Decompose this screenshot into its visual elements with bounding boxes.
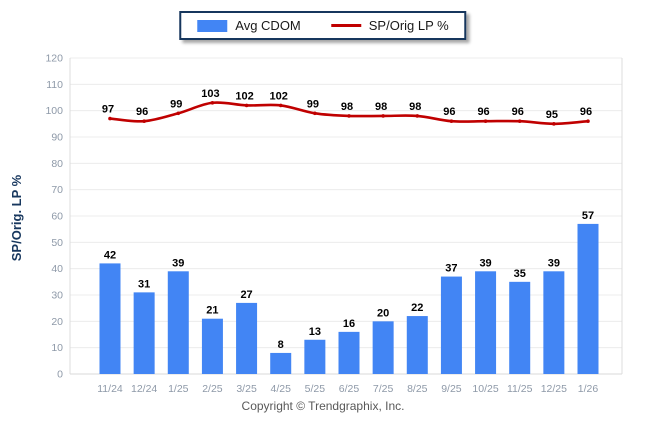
bar (304, 339, 326, 374)
x-tick-label: 6/25 (339, 383, 360, 395)
x-tick-label: 12/24 (131, 383, 157, 395)
bar (372, 321, 394, 374)
bar-value-label: 37 (445, 263, 457, 275)
line-value-label: 98 (409, 101, 421, 113)
x-tick-label: 4/25 (270, 383, 291, 395)
line-point (449, 119, 454, 123)
legend: Avg CDOM SP/Orig LP % (179, 11, 467, 40)
bar (133, 292, 155, 374)
bar-value-label: 13 (309, 326, 321, 338)
bar (509, 281, 531, 374)
bar (338, 331, 360, 374)
bar-value-label: 31 (138, 278, 150, 290)
bar (543, 271, 565, 374)
y-tick-label: 110 (46, 79, 63, 91)
y-tick-label: 100 (45, 105, 63, 117)
x-tick-label: 1/25 (168, 383, 189, 395)
x-tick-label: 9/25 (441, 383, 462, 395)
line-point (415, 114, 420, 118)
legend-bar-label: Avg CDOM (235, 18, 301, 33)
line-value-label: 97 (102, 104, 114, 116)
line-value-label: 99 (307, 98, 319, 110)
y-axis-title: SP/Orig. LP % (9, 174, 24, 262)
x-tick-label: 2/25 (202, 383, 223, 395)
bar-value-label: 57 (582, 210, 594, 222)
bar-value-label: 16 (343, 318, 355, 330)
bar-value-label: 22 (411, 302, 423, 314)
legend-bar-swatch-icon (197, 19, 228, 32)
y-tick-label: 80 (51, 158, 63, 170)
bar (236, 302, 258, 374)
bar-value-label: 35 (514, 268, 526, 280)
y-tick-label: 60 (51, 211, 63, 223)
line-value-label: 96 (443, 106, 455, 118)
bar-value-label: 39 (548, 257, 560, 269)
line-point (483, 119, 488, 123)
y-tick-label: 90 (51, 132, 63, 144)
line-value-label: 95 (546, 109, 558, 121)
line-value-label: 99 (170, 98, 182, 110)
legend-line-label: SP/Orig LP % (368, 18, 449, 33)
y-tick-label: 40 (51, 263, 63, 275)
x-tick-label: 12/25 (541, 383, 567, 395)
bar-value-label: 39 (479, 257, 491, 269)
footer-copyright: Copyright © Trendgraphix, Inc. (241, 399, 405, 413)
line-point (108, 116, 112, 121)
bar-value-label: 8 (278, 339, 284, 351)
bar (440, 276, 462, 374)
line-point (176, 111, 181, 116)
line-point (244, 103, 249, 108)
line-value-label: 103 (201, 88, 219, 100)
line-point (210, 100, 215, 105)
y-tick-label: 20 (51, 316, 63, 328)
y-tick-label: 70 (51, 184, 63, 196)
bar (475, 271, 497, 374)
line-point (381, 114, 385, 118)
bar (99, 263, 121, 374)
line-point (278, 103, 283, 108)
line-value-label: 96 (580, 106, 592, 118)
bar-value-label: 20 (377, 307, 389, 319)
x-tick-label: 10/25 (472, 383, 498, 395)
bar-value-label: 27 (240, 289, 252, 301)
line-point (517, 119, 522, 123)
line-value-label: 96 (477, 106, 489, 118)
bar (201, 318, 223, 374)
line-point (586, 119, 590, 123)
y-tick-label: 50 (51, 237, 63, 249)
x-tick-label: 11/24 (97, 383, 123, 395)
x-tick-label: 5/25 (305, 383, 326, 395)
y-tick-label: 120 (45, 53, 63, 65)
line-point (347, 114, 351, 118)
bar-value-label: 42 (104, 249, 116, 261)
bar (406, 316, 428, 374)
y-tick-label: 0 (57, 369, 63, 381)
y-tick-label: 30 (51, 290, 63, 302)
line-value-label: 96 (136, 106, 148, 118)
bar (577, 223, 599, 374)
line-point (142, 119, 146, 123)
y-tick-label: 10 (51, 342, 63, 354)
bar (167, 271, 189, 374)
x-tick-label: 11/25 (507, 383, 533, 395)
line-point (552, 122, 556, 126)
x-tick-label: 8/25 (407, 383, 428, 395)
x-tick-label: 7/25 (373, 383, 394, 395)
line-value-label: 98 (341, 101, 353, 113)
x-tick-label: 1/26 (578, 383, 599, 395)
bar (270, 352, 292, 374)
legend-line-swatch-icon (330, 24, 361, 27)
line-value-label: 102 (235, 90, 253, 102)
line-value-label: 102 (270, 90, 288, 102)
line-value-label: 96 (512, 106, 524, 118)
x-tick-label: 3/25 (236, 383, 257, 395)
bar-value-label: 21 (206, 305, 218, 317)
line-point (313, 111, 317, 116)
line-value-label: 98 (375, 101, 387, 113)
bar-value-label: 39 (172, 257, 184, 269)
